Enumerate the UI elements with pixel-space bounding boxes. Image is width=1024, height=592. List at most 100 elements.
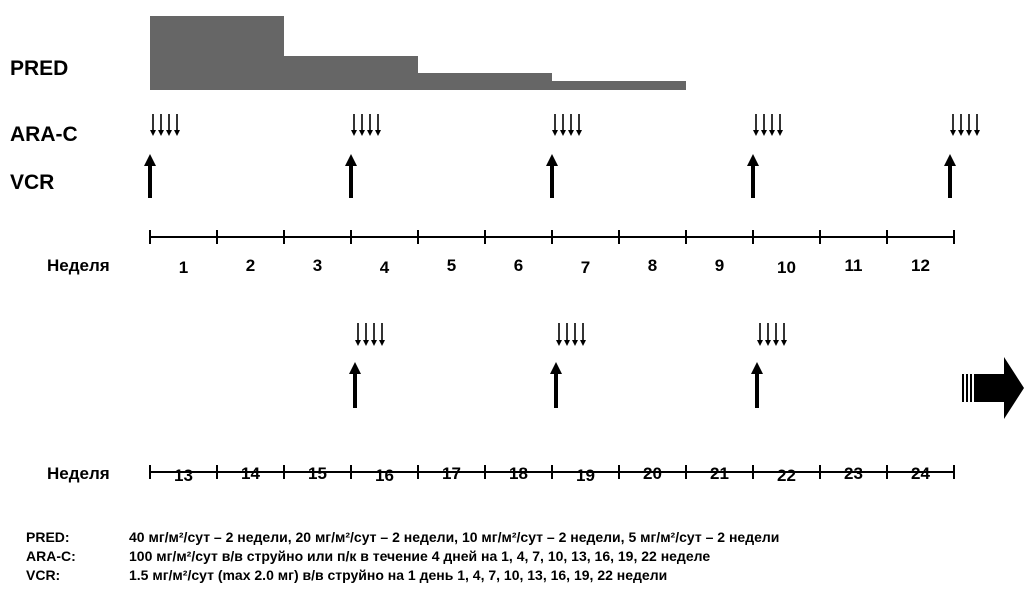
- week-number: 17: [442, 464, 461, 483]
- ara-c-arrow-head: [564, 340, 570, 346]
- ara-c-arrow-head: [363, 340, 369, 346]
- week-number: 7: [581, 258, 590, 277]
- vcr-arrow-head: [751, 362, 763, 374]
- pred-row-label: PRED: [10, 57, 69, 80]
- dosage-legend: PRED: 40 мг/м²/сут – 2 недели, 20 мг/м²/…: [26, 528, 779, 585]
- legend-row-ara-c: ARA-C: 100 мг/м²/сут в/в струйно или п/к…: [26, 547, 779, 566]
- ara-c-arrow-head: [773, 340, 779, 346]
- ara-c-arrow-head: [351, 130, 357, 136]
- vcr-row-label: VCR: [10, 171, 55, 194]
- ara-c-arrow-head: [769, 130, 775, 136]
- ara-c-arrow-head: [568, 130, 574, 136]
- ara-c-arrow-head: [781, 340, 787, 346]
- week-number: 9: [715, 256, 724, 275]
- vcr-arrow-head: [349, 362, 361, 374]
- week-number: 4: [380, 258, 390, 277]
- week-number: 13: [174, 466, 193, 485]
- arrow-body: [974, 357, 1024, 419]
- vcr-dose-arrow: [755, 372, 759, 408]
- arrow-stripe: [970, 374, 972, 402]
- ara-c-arrow-head: [966, 130, 972, 136]
- ara-c-arrow-head: [753, 130, 759, 136]
- legend-text: 40 мг/м²/сут – 2 недели, 20 мг/м²/сут – …: [129, 529, 780, 545]
- ara-c-arrow-head: [371, 340, 377, 346]
- vcr-arrow-head: [546, 154, 558, 166]
- arrow-stripe: [966, 374, 968, 402]
- ara-c-arrow-head: [777, 130, 783, 136]
- ara-c-arrow-head: [757, 340, 763, 346]
- ara-c-arrow-head: [950, 130, 956, 136]
- vcr-arrow-head: [944, 154, 956, 166]
- legend-row-pred: PRED: 40 мг/м²/сут – 2 недели, 20 мг/м²/…: [26, 528, 779, 547]
- vcr-arrow-head: [747, 154, 759, 166]
- ara-c-arrow-head: [375, 130, 381, 136]
- pred-dose-bar: [284, 56, 418, 90]
- ara-c-arrow-head: [556, 340, 562, 346]
- ara-c-arrow-head: [166, 130, 172, 136]
- pred-dose-bars: [150, 16, 686, 90]
- week-number: 5: [447, 256, 456, 275]
- week-number: 22: [777, 466, 796, 485]
- legend-key: ARA-C:: [26, 548, 76, 564]
- legend-row-vcr: VCR: 1.5 мг/м²/сут (max 2.0 мг) в/в стру…: [26, 566, 779, 585]
- week-number: 1: [179, 258, 188, 277]
- week-number: 11: [845, 256, 863, 275]
- legend-text: 1.5 мг/м²/сут (max 2.0 мг) в/в струйно н…: [129, 567, 668, 583]
- ara-c-arrow-head: [580, 340, 586, 346]
- ara-c-arrow-head: [765, 340, 771, 346]
- vcr-dose-arrow: [353, 372, 357, 408]
- vcr-dose-arrow: [948, 164, 952, 198]
- week-number: 21: [710, 464, 729, 483]
- arrow-right-icon: [962, 357, 1024, 419]
- ara-c-arrow-head: [367, 130, 373, 136]
- week-timeline-2: Неделя 13 14 15 16 17 18 19 20 21 22 23 24: [47, 464, 955, 485]
- ara-c-arrow-head: [958, 130, 964, 136]
- week-number: 20: [643, 464, 662, 483]
- week-number: 15: [308, 464, 327, 483]
- vcr-dose-arrow: [550, 164, 554, 198]
- week-number: 12: [911, 256, 930, 275]
- ara-c-arrow-head: [150, 130, 156, 136]
- vcr-dose-arrow: [554, 372, 558, 408]
- ara-c-arrow-head: [359, 130, 365, 136]
- week-number: 2: [246, 256, 255, 275]
- week-number: 3: [313, 256, 322, 275]
- pred-dose-bar: [418, 73, 552, 90]
- week-number: 18: [509, 464, 528, 483]
- legend-text: 100 мг/м²/сут в/в струйно или п/к в тече…: [129, 548, 711, 564]
- vcr-arrow-head: [345, 154, 357, 166]
- ara-c-arrow-head: [174, 130, 180, 136]
- ara-c-arrow-head: [974, 130, 980, 136]
- vcr-arrow-head: [550, 362, 562, 374]
- vcr-dose-arrow: [751, 164, 755, 198]
- week-axis-label: Неделя: [47, 464, 110, 483]
- ara-c-arrow-head: [761, 130, 767, 136]
- vcr-dose-marks: [144, 154, 956, 408]
- legend-key: VCR:: [26, 567, 61, 583]
- pred-dose-bar: [150, 16, 284, 90]
- week-timeline-1: Неделя 1 2 3 4 5 6 7 8 9 10 11 12: [47, 230, 955, 277]
- ara-c-arrow-head: [560, 130, 566, 136]
- ara-c-arrow-head: [552, 130, 558, 136]
- week-number: 16: [375, 466, 394, 485]
- legend-key: PRED:: [26, 529, 70, 545]
- vcr-dose-arrow: [349, 164, 353, 198]
- week-number: 24: [911, 464, 930, 483]
- ara-c-arrow-head: [158, 130, 164, 136]
- ara-c-arrow-head: [572, 340, 578, 346]
- ara-c-row-label: ARA-C: [10, 123, 78, 146]
- week-number: 10: [777, 258, 796, 277]
- week-number: 14: [241, 464, 260, 483]
- vcr-arrow-head: [144, 154, 156, 166]
- vcr-dose-arrow: [148, 164, 152, 198]
- pred-dose-bar: [552, 81, 686, 90]
- week-number: 8: [648, 256, 657, 275]
- ara-c-arrow-head: [355, 340, 361, 346]
- week-number: 6: [514, 256, 523, 275]
- week-axis-label: Неделя: [47, 256, 110, 275]
- week-number: 23: [844, 464, 863, 483]
- week-number: 19: [576, 466, 595, 485]
- arrow-stripe: [962, 374, 964, 402]
- ara-c-arrow-head: [576, 130, 582, 136]
